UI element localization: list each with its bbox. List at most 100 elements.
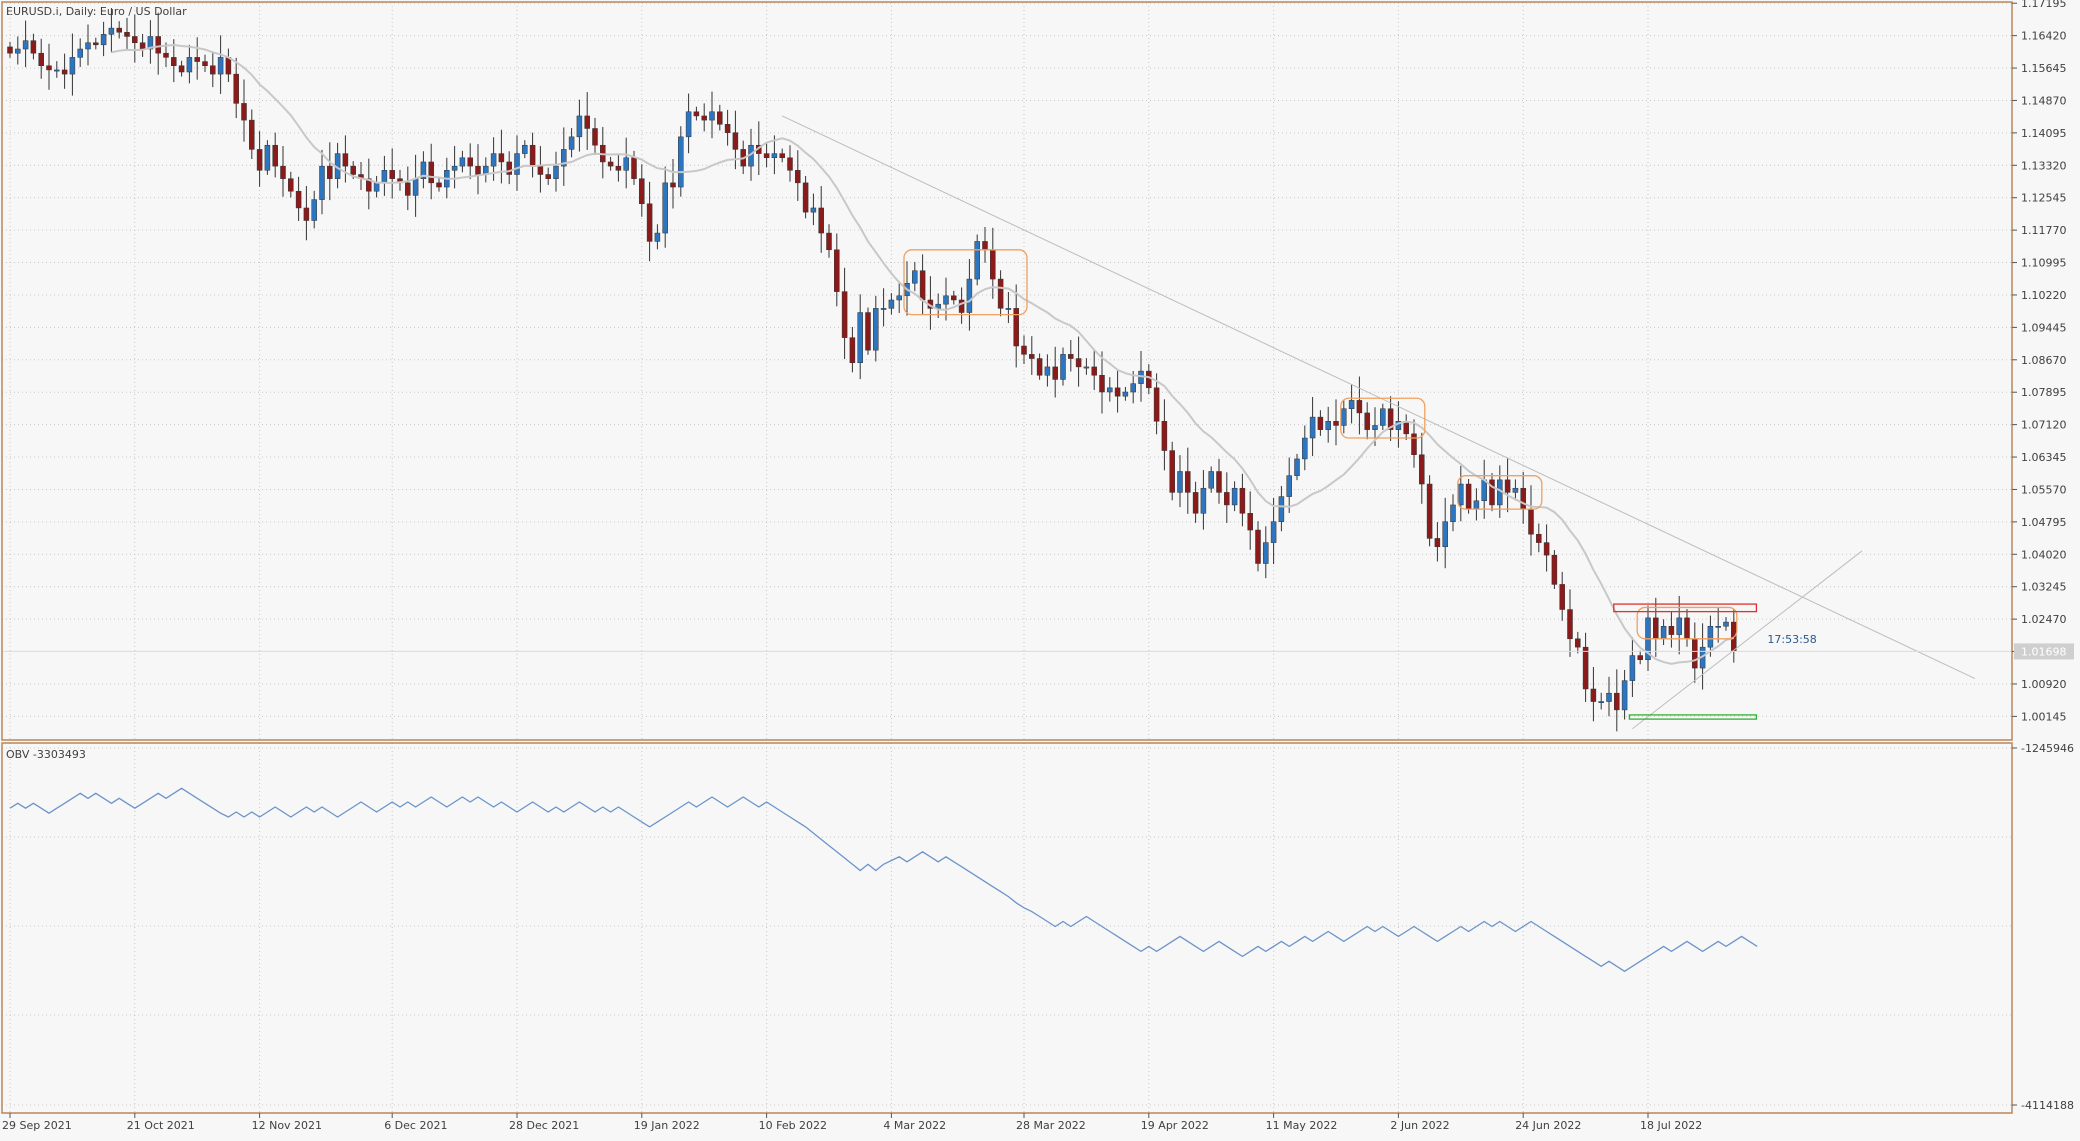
bull-candle[interactable]	[810, 207, 817, 213]
bull-candle[interactable]	[1286, 475, 1292, 497]
bull-candle[interactable]	[1263, 542, 1269, 564]
bull-candle[interactable]	[1715, 625, 1721, 628]
bull-candle[interactable]	[186, 57, 193, 73]
bull-candle[interactable]	[1621, 680, 1628, 711]
bear-candle[interactable]	[155, 36, 161, 54]
bull-candle[interactable]	[888, 299, 895, 309]
bull-candle[interactable]	[264, 144, 271, 171]
bear-candle[interactable]	[724, 124, 731, 133]
bear-candle[interactable]	[1465, 483, 1472, 510]
descending-trendline[interactable]	[781, 115, 1976, 679]
bear-candle[interactable]	[1036, 358, 1043, 376]
bear-candle[interactable]	[1169, 450, 1175, 493]
bear-candle[interactable]	[1559, 584, 1565, 610]
bear-candle[interactable]	[1075, 358, 1082, 368]
bear-candle[interactable]	[124, 32, 130, 37]
bear-candle[interactable]	[1052, 366, 1058, 380]
bull-candle[interactable]	[662, 182, 668, 234]
bull-candle[interactable]	[935, 303, 941, 309]
bear-candle[interactable]	[1247, 513, 1253, 531]
bear-candle[interactable]	[7, 46, 13, 54]
bear-candle[interactable]	[272, 144, 278, 167]
bull-candle[interactable]	[1660, 625, 1667, 640]
bear-candle[interactable]	[537, 165, 544, 175]
bull-candle[interactable]	[1348, 400, 1355, 409]
bull-candle[interactable]	[1481, 479, 1487, 502]
bear-candle[interactable]	[498, 153, 505, 163]
bull-candle[interactable]	[319, 165, 325, 200]
bear-candle[interactable]	[1029, 354, 1035, 359]
bear-candle[interactable]	[1161, 421, 1168, 451]
bull-candle[interactable]	[896, 295, 902, 301]
bear-candle[interactable]	[1356, 400, 1363, 414]
bull-candle[interactable]	[381, 170, 388, 184]
bull-candle[interactable]	[1325, 421, 1331, 430]
bear-candle[interactable]	[132, 36, 138, 43]
bear-candle[interactable]	[1614, 692, 1620, 711]
bull-candle[interactable]	[623, 157, 629, 171]
bear-candle[interactable]	[1185, 471, 1191, 493]
bull-candle[interactable]	[1005, 308, 1012, 310]
bear-candle[interactable]	[592, 128, 598, 146]
bear-candle[interactable]	[826, 232, 832, 251]
bear-candle[interactable]	[30, 40, 37, 54]
bear-candle[interactable]	[428, 161, 434, 184]
bear-candle[interactable]	[202, 61, 208, 66]
bull-candle[interactable]	[1676, 617, 1682, 635]
bear-candle[interactable]	[38, 52, 44, 66]
bull-candle[interactable]	[1598, 701, 1604, 703]
bear-candle[interactable]	[1426, 483, 1433, 539]
bull-candle[interactable]	[1707, 625, 1714, 648]
resistance-zone[interactable]	[1613, 603, 1758, 613]
bull-candle[interactable]	[709, 111, 715, 121]
bear-candle[interactable]	[233, 73, 239, 104]
bear-candle[interactable]	[818, 207, 824, 234]
consolidation-box[interactable]	[903, 249, 1028, 316]
bull-candle[interactable]	[1044, 366, 1051, 376]
bull-candle[interactable]	[1200, 487, 1207, 514]
bear-candle[interactable]	[225, 57, 232, 75]
bull-candle[interactable]	[108, 27, 115, 35]
bear-candle[interactable]	[982, 241, 988, 251]
bear-candle[interactable]	[639, 178, 645, 205]
bull-candle[interactable]	[1107, 387, 1113, 393]
bear-candle[interactable]	[1637, 655, 1643, 660]
bear-candle[interactable]	[787, 157, 793, 171]
bear-candle[interactable]	[1216, 471, 1222, 493]
bear-candle[interactable]	[327, 165, 333, 179]
bear-candle[interactable]	[366, 178, 372, 192]
bear-candle[interactable]	[350, 165, 356, 175]
bull-candle[interactable]	[373, 182, 380, 192]
bear-candle[interactable]	[1520, 487, 1526, 510]
bull-candle[interactable]	[1442, 521, 1448, 548]
bull-candle[interactable]	[459, 157, 466, 167]
bear-candle[interactable]	[779, 153, 785, 159]
bear-candle[interactable]	[1434, 538, 1441, 548]
bear-candle[interactable]	[1567, 609, 1573, 640]
bear-candle[interactable]	[1021, 345, 1027, 355]
bull-candle[interactable]	[85, 42, 91, 50]
bear-candle[interactable]	[1192, 492, 1199, 514]
bull-candle[interactable]	[857, 312, 863, 363]
bear-candle[interactable]	[405, 182, 411, 196]
bull-candle[interactable]	[685, 111, 692, 138]
bear-candle[interactable]	[865, 312, 871, 351]
bull-candle[interactable]	[522, 144, 528, 154]
bull-candle[interactable]	[1122, 391, 1129, 397]
bear-candle[interactable]	[529, 144, 536, 167]
bear-candle[interactable]	[958, 299, 965, 313]
bear-candle[interactable]	[1317, 416, 1324, 430]
bull-candle[interactable]	[1629, 655, 1636, 681]
bull-candle[interactable]	[771, 153, 778, 159]
bull-candle[interactable]	[943, 295, 949, 305]
bear-candle[interactable]	[46, 65, 52, 71]
bull-candle[interactable]	[568, 136, 575, 150]
consolidation-box[interactable]	[1636, 606, 1738, 640]
support-zone[interactable]	[1628, 714, 1758, 720]
bear-candle[interactable]	[93, 42, 99, 46]
bear-candle[interactable]	[280, 165, 286, 179]
bull-candle[interactable]	[1723, 621, 1729, 627]
bear-candle[interactable]	[139, 42, 146, 50]
bull-candle[interactable]	[412, 178, 419, 196]
